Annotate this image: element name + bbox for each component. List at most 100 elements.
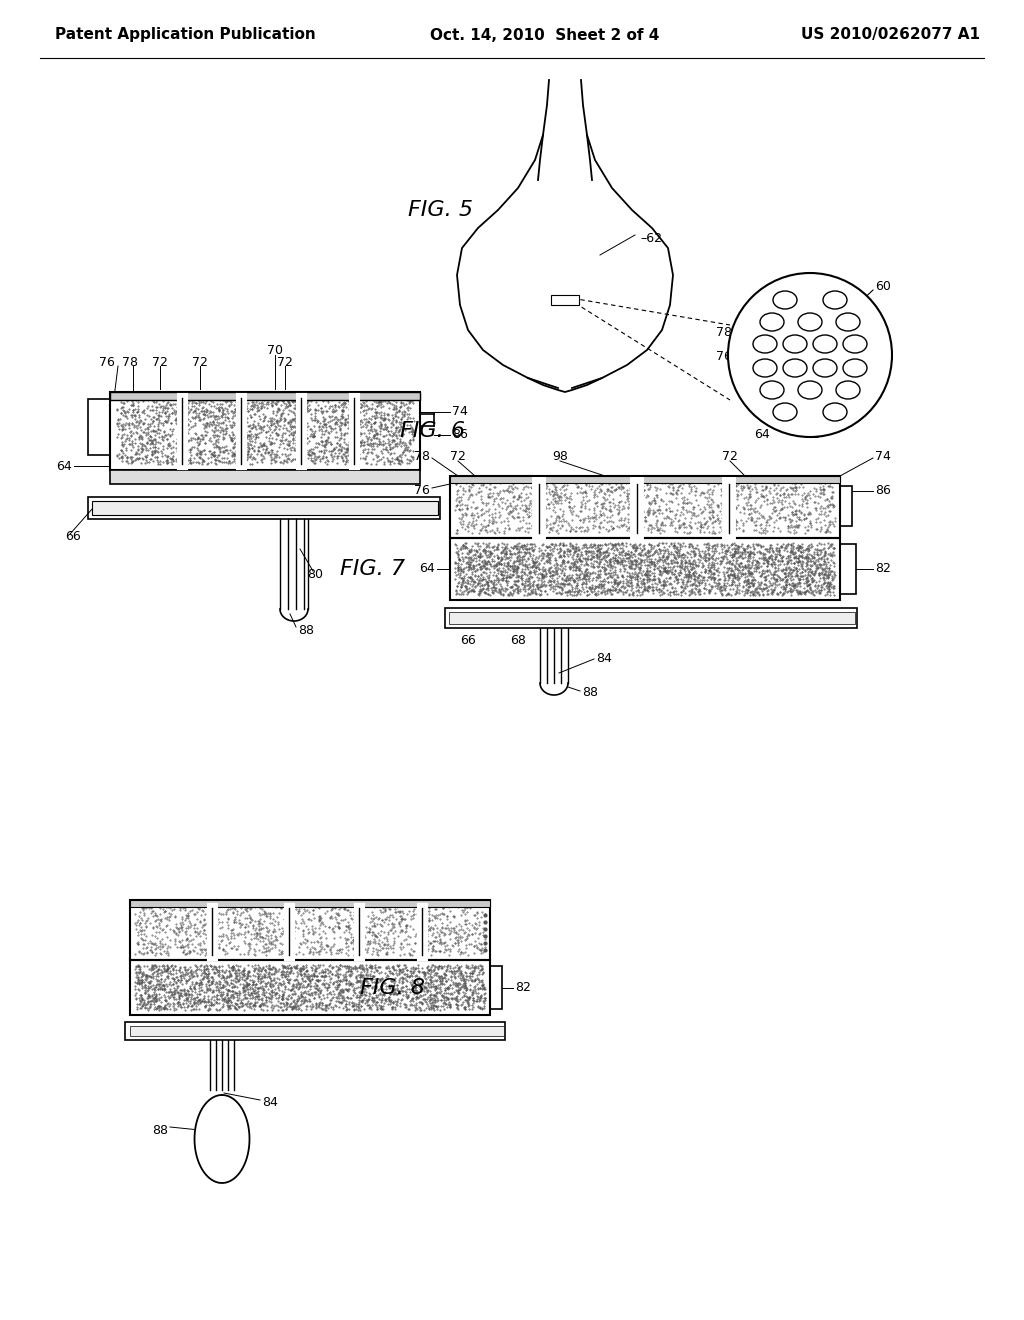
Point	[417, 973, 433, 994]
Point	[753, 494, 769, 515]
Point	[519, 570, 536, 591]
Point	[433, 974, 450, 995]
Point	[326, 983, 342, 1005]
Point	[709, 558, 725, 579]
Point	[451, 479, 467, 500]
Point	[370, 939, 386, 960]
Point	[221, 450, 238, 471]
Point	[799, 579, 815, 601]
Point	[531, 516, 548, 537]
Text: FIG. 7: FIG. 7	[340, 558, 406, 579]
Point	[259, 437, 275, 458]
Point	[347, 986, 364, 1007]
Point	[193, 940, 209, 961]
Point	[753, 565, 769, 586]
Point	[676, 521, 692, 543]
Point	[399, 903, 416, 924]
Point	[435, 898, 452, 919]
Point	[151, 973, 167, 994]
Point	[245, 414, 261, 436]
Point	[439, 983, 456, 1005]
Point	[485, 572, 502, 593]
Point	[209, 962, 225, 983]
Point	[625, 519, 641, 540]
Point	[356, 983, 373, 1005]
Point	[134, 433, 151, 454]
Point	[758, 539, 774, 560]
Point	[294, 417, 310, 438]
Point	[155, 936, 171, 957]
Point	[663, 500, 679, 521]
Point	[114, 396, 130, 417]
Point	[514, 494, 530, 515]
Point	[231, 441, 248, 462]
Point	[450, 576, 466, 597]
Point	[599, 507, 615, 528]
Point	[557, 483, 573, 504]
Point	[679, 492, 695, 513]
Point	[727, 540, 743, 561]
Point	[640, 499, 656, 520]
Point	[397, 983, 414, 1005]
Point	[285, 449, 301, 470]
Point	[178, 993, 195, 1014]
Point	[727, 557, 743, 578]
Point	[179, 962, 196, 983]
Point	[147, 986, 164, 1007]
Bar	[110, 392, 420, 470]
Point	[248, 923, 264, 944]
Point	[170, 969, 186, 990]
Point	[710, 546, 726, 568]
Point	[117, 405, 133, 426]
Point	[824, 494, 841, 515]
Point	[675, 512, 691, 533]
Point	[670, 583, 686, 605]
Point	[423, 997, 439, 1018]
Point	[160, 962, 176, 983]
Point	[330, 903, 346, 924]
Point	[209, 993, 225, 1014]
Point	[801, 540, 817, 561]
Point	[207, 408, 223, 429]
Point	[732, 541, 749, 562]
Point	[130, 970, 146, 991]
Point	[290, 917, 306, 939]
Point	[583, 578, 599, 599]
Point	[498, 536, 514, 557]
Point	[597, 533, 613, 554]
Point	[457, 913, 473, 935]
Point	[158, 393, 174, 414]
Point	[188, 956, 205, 977]
Point	[479, 483, 496, 504]
Point	[207, 979, 223, 1001]
Point	[345, 995, 361, 1016]
Point	[176, 388, 193, 409]
Point	[276, 957, 293, 978]
Point	[382, 982, 398, 1003]
Point	[309, 409, 326, 430]
Point	[572, 544, 589, 565]
Point	[150, 895, 166, 916]
Point	[409, 896, 425, 917]
Point	[652, 540, 669, 561]
Point	[698, 543, 715, 564]
Point	[258, 973, 274, 994]
Point	[213, 977, 229, 998]
Point	[173, 969, 189, 990]
Point	[602, 499, 618, 520]
Point	[242, 912, 258, 933]
Point	[242, 895, 258, 916]
Point	[712, 562, 728, 583]
Point	[524, 504, 541, 525]
Point	[175, 449, 191, 470]
Point	[612, 552, 629, 573]
Point	[548, 561, 564, 582]
Point	[675, 573, 691, 594]
Point	[239, 973, 255, 994]
Point	[462, 554, 478, 576]
Point	[809, 541, 825, 562]
Point	[759, 490, 775, 511]
Point	[394, 977, 411, 998]
Point	[472, 576, 488, 597]
Point	[520, 499, 537, 520]
